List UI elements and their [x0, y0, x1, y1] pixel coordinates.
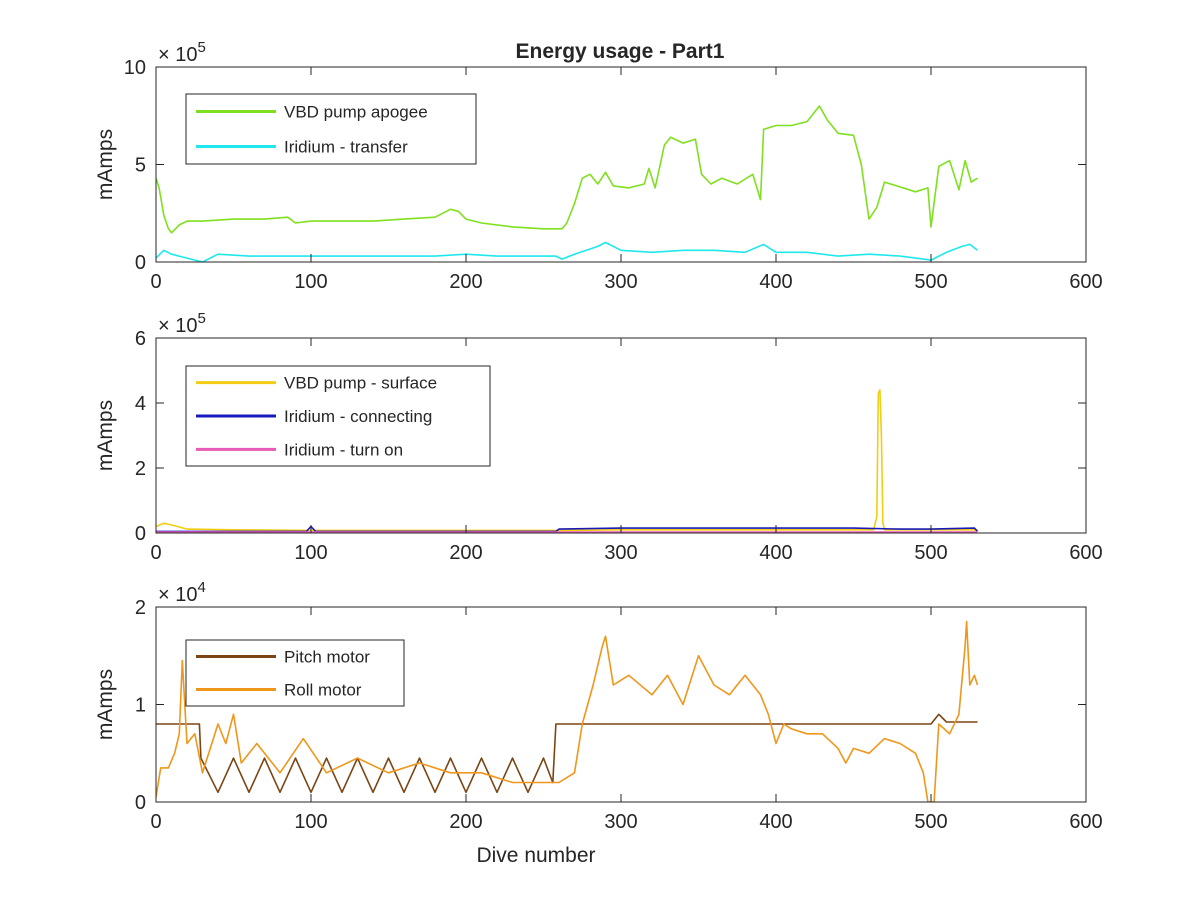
y-axis-label: mAmps	[94, 669, 117, 740]
x-tick-label: 100	[294, 271, 327, 293]
y-tick-label: 0	[135, 252, 146, 274]
y-exponent-label: × 105	[158, 39, 206, 66]
subplot-2: 0 100 200 300 400 500 600 0 2 4 6 × 105 mAmps VBD pum…	[94, 310, 1103, 564]
x-tick-label: 200	[449, 542, 482, 564]
y-exponent-label: × 105	[158, 310, 206, 337]
series-line-vbd-pump-surface	[156, 389, 978, 532]
legend-label: VBD pump - surface	[284, 374, 437, 393]
y-exponent-power: 5	[197, 39, 205, 56]
x-tick-label: 600	[1069, 811, 1102, 833]
y-tick-label: 0	[135, 523, 146, 545]
y-tick-label: 4	[135, 393, 146, 415]
series-line-pitch-motor	[156, 713, 978, 794]
x-tick-label: 600	[1069, 271, 1102, 293]
figure-title: Energy usage - Part1	[516, 40, 725, 63]
x-tick-label: 400	[759, 542, 792, 564]
y-exponent-label: × 104	[158, 579, 206, 606]
y-tick-label: 2	[135, 597, 146, 619]
legend: VBD pump apogee Iridium - transfer	[185, 93, 477, 165]
series-line-vbd-pump-apogee	[156, 105, 978, 234]
y-exponent-base: × 10	[158, 44, 197, 66]
y-tick-label: 6	[135, 328, 146, 350]
x-tick-label: 500	[914, 271, 947, 293]
series-group	[156, 620, 979, 802]
legend-label: VBD pump apogee	[284, 103, 428, 122]
x-tick-label: 100	[294, 811, 327, 833]
x-tick-label: 0	[150, 542, 161, 564]
x-tick-label: 200	[449, 271, 482, 293]
y-tick-label: 2	[135, 458, 146, 480]
series-line-roll-motor	[156, 620, 979, 802]
legend: VBD pump - surface Iridium - connecting Ir…	[185, 365, 491, 467]
series-group	[156, 105, 978, 262]
legend-label: Iridium - turn on	[284, 440, 403, 459]
x-tick-label: 0	[150, 811, 161, 833]
series-line-iridium-transfer	[156, 241, 978, 262]
x-tick-label: 500	[914, 811, 947, 833]
y-exponent-base: × 10	[158, 584, 197, 606]
legend-label: Iridium - connecting	[284, 407, 432, 426]
x-axis-label: Dive number	[476, 844, 595, 867]
legend-label: Roll motor	[284, 681, 362, 700]
x-tick-label: 600	[1069, 542, 1102, 564]
y-tick-label: 0	[135, 792, 146, 814]
x-tick-label: 0	[150, 271, 161, 293]
y-exponent-power: 4	[197, 579, 205, 596]
series-line-iridium-connecting	[156, 525, 979, 533]
y-exponent-power: 5	[197, 310, 205, 327]
y-tick-label: 5	[135, 155, 146, 177]
x-tick-label: 300	[604, 271, 637, 293]
x-tick-label: 400	[759, 271, 792, 293]
x-tick-label: 400	[759, 811, 792, 833]
x-tick-label: 300	[604, 811, 637, 833]
y-axis-label: mAmps	[94, 129, 117, 200]
y-tick-label: 10	[124, 57, 146, 79]
legend-box	[185, 93, 477, 165]
legend-box	[185, 639, 405, 707]
x-tick-label: 500	[914, 542, 947, 564]
x-tick-label: 300	[604, 542, 637, 564]
subplot-3: 0 100 200 300 400 500 600 0 1 2 × 104 mAmps Dive num…	[94, 579, 1103, 867]
y-exponent-base: × 10	[158, 315, 197, 337]
legend: Pitch motor Roll motor	[185, 639, 405, 707]
y-axis-label: mAmps	[94, 400, 117, 471]
x-tick-label: 100	[294, 542, 327, 564]
legend-label: Pitch motor	[284, 648, 370, 667]
y-tick-label: 1	[135, 695, 146, 717]
x-tick-label: 200	[449, 811, 482, 833]
legend-label: Iridium - transfer	[284, 138, 408, 157]
